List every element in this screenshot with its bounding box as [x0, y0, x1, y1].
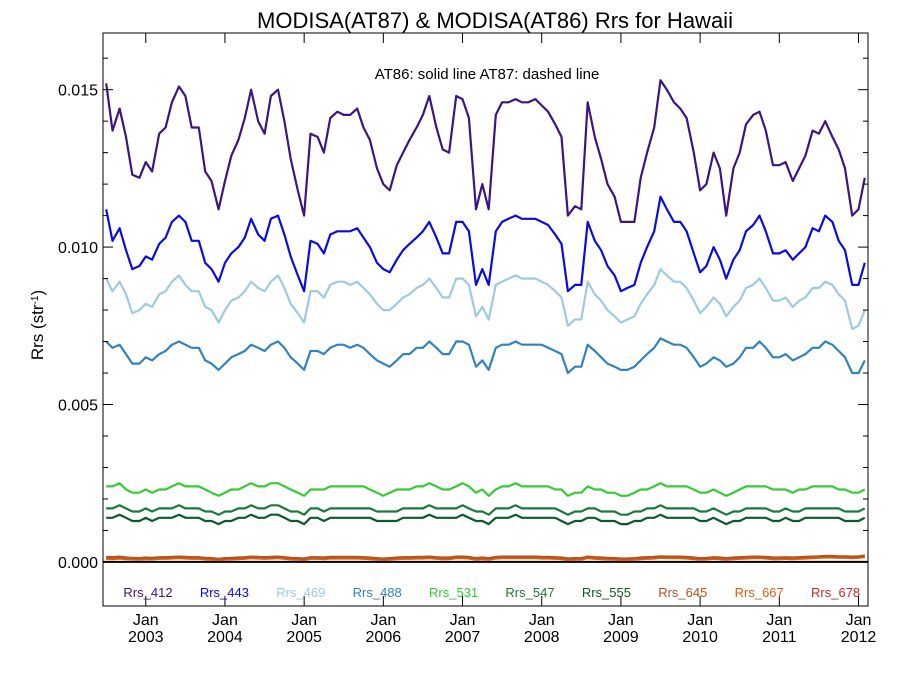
x-tick-label-month: Jan [846, 612, 872, 629]
series-line-rrs-555 [106, 513, 866, 526]
legend-entry-rrs-488: Rrs_488 [353, 585, 402, 600]
series-layer [105, 79, 866, 562]
x-tick-label-month: Jan [133, 612, 159, 629]
series-line-rrs-667 [106, 556, 865, 562]
y-axis: 0.000 0.005 0.010 0.015 [58, 57, 868, 572]
legend-entry-rrs-667: Rrs_667 [735, 585, 784, 600]
x-tick-label-year: 2007 [445, 629, 481, 646]
x-tick-label-month: Jan [450, 612, 476, 629]
x-tick-label-month: Jan [687, 612, 713, 629]
x-tick-label-year: 2010 [682, 629, 718, 646]
series-line-rrs-645 [106, 554, 865, 560]
legend-entry-rrs-531: Rrs_531 [429, 585, 478, 600]
series-line-rrs-547 [106, 504, 866, 516]
line-style-annotation: AT86: solid line AT87: dashed line [375, 66, 600, 83]
legend-entry-rrs-555: Rrs_555 [582, 585, 631, 600]
x-axis: Jan2003Jan2004Jan2005Jan2006Jan2007Jan20… [128, 33, 876, 646]
y-tick-label: 0.015 [58, 83, 98, 100]
x-tick-label-month: Jan [370, 612, 396, 629]
x-tick-label-month: Jan [608, 612, 634, 629]
x-tick-label-year: 2003 [128, 629, 164, 646]
x-tick-label-year: 2008 [524, 629, 560, 646]
y-axis-label-close: ) [28, 290, 47, 296]
y-tick-label: 0.010 [58, 240, 98, 257]
series-line-rrs-531 [106, 482, 866, 497]
x-tick-label-month: Jan [529, 612, 555, 629]
series-line-rrs-469 [105, 268, 866, 330]
x-tick-label-month: Jan [291, 612, 317, 629]
chart-title: MODISA(AT87) & MODISA(AT86) Rrs for Hawa… [257, 8, 733, 33]
x-tick-label-year: 2006 [366, 629, 402, 646]
y-axis-label-superscript: -1 [30, 295, 41, 304]
legend: Rrs_412 Rrs_443 Rrs_469 Rrs_488 Rrs_531 Rrs_5… [123, 585, 860, 600]
legend-entry-rrs-678: Rrs_678 [811, 585, 860, 600]
y-tick-label: 0.000 [58, 555, 98, 572]
legend-entry-rrs-412: Rrs_412 [123, 585, 172, 600]
y-tick-label: 0.005 [58, 398, 98, 415]
y-axis-label: Rrs (str-1) [28, 290, 47, 360]
x-tick-label-year: 2005 [286, 629, 322, 646]
series-line-rrs-412 [105, 79, 866, 223]
legend-entry-rrs-645: Rrs_645 [658, 585, 707, 600]
series-line-rrs-443 [105, 195, 866, 293]
legend-entry-rrs-469: Rrs_469 [276, 585, 325, 600]
legend-entry-rrs-443: Rrs_443 [200, 585, 249, 600]
y-axis-label-main: Rrs (str [28, 304, 47, 360]
x-tick-label-year: 2009 [603, 629, 639, 646]
series-line-rrs-488 [105, 337, 866, 375]
plot-frame [102, 32, 869, 607]
x-tick-label-year: 2012 [841, 629, 877, 646]
x-tick-label-year: 2004 [207, 629, 243, 646]
x-tick-label-month: Jan [766, 612, 792, 629]
x-tick-label-month: Jan [212, 612, 238, 629]
legend-entry-rrs-547: Rrs_547 [505, 585, 554, 600]
x-tick-label-year: 2011 [762, 629, 797, 646]
